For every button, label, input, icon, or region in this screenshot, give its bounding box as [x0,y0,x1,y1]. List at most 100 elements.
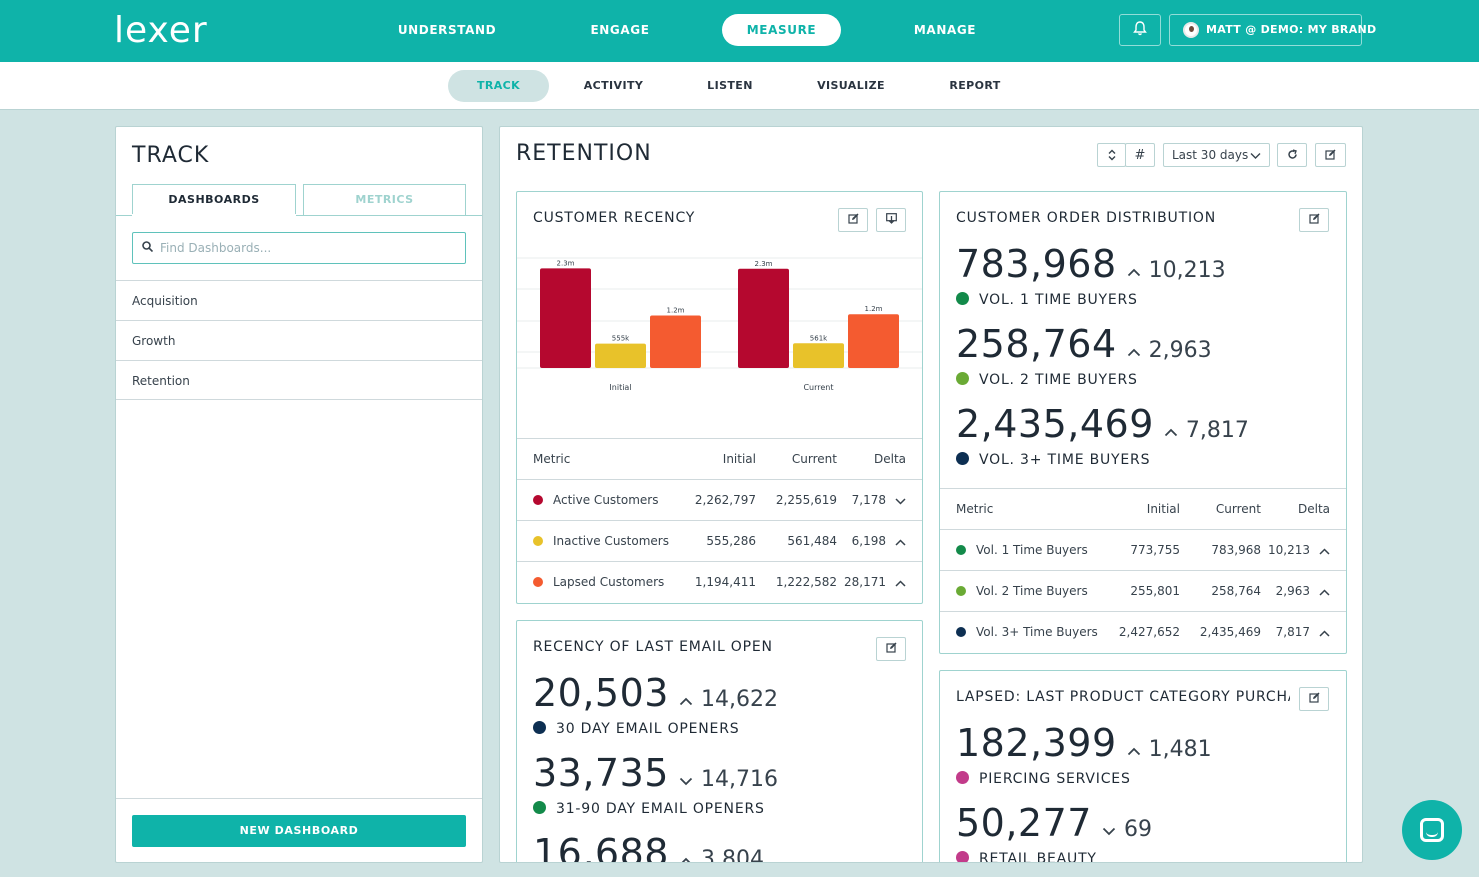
avatar [1183,22,1199,38]
nav-engage[interactable]: ENGAGE [590,23,650,37]
row-initial: 2,262,797 [694,493,756,507]
sidebar-item-growth[interactable]: Growth [116,320,482,360]
stat-delta: 2,963 [1127,338,1212,363]
col-metric: Metric [956,502,994,516]
table-row[interactable]: Active Customers 2,262,797 2,255,619 7,178 [517,479,922,520]
chevron-up-icon [895,576,906,590]
row-delta: 7,178 [851,493,886,507]
stat-delta: 10,213 [1127,258,1226,283]
stat-delta: 1,481 [1127,737,1212,762]
download-card-button[interactable] [876,208,906,232]
date-range-select[interactable]: Last 30 days [1163,143,1270,167]
page-title: RETENTION [516,141,652,166]
stat-value-row: 182,399 1,481 [956,721,1212,765]
stat-delta-value: 1,481 [1148,737,1212,762]
customer-recency-chart: 2.3m 555k 1.2m Initial 2.3m 561k 1.2m Current [517,257,922,392]
series-dot [533,801,546,814]
edit-card-button[interactable] [876,637,906,661]
stat-value-row: 50,277 69 [956,801,1152,845]
edit-card-button[interactable] [1299,687,1329,711]
sidebar-item-retention[interactable]: Retention [116,360,482,400]
nav-understand[interactable]: UNDERSTAND [397,23,497,37]
table-row[interactable]: Inactive Customers 555,286 561,484 6,198 [517,520,922,561]
subnav-activity[interactable]: ACTIVITY [583,79,644,92]
row-metric: Lapsed Customers [533,575,664,589]
row-current: 783,968 [1211,543,1261,557]
stat-label: 31-90 DAY EMAIL OPENERS [533,801,765,817]
col-current: Current [1215,502,1261,516]
edit-icon [1308,213,1319,224]
stat-label-text: RETAIL BEAUTY [979,851,1097,863]
chevron-up-icon [1319,585,1330,599]
stat-delta: 7,817 [1164,418,1249,443]
sidebar-item-acquisition[interactable]: Acquisition [116,280,482,320]
footer-divider [116,798,482,799]
col-initial: Initial [1146,502,1180,516]
table-row[interactable]: Vol. 2 Time Buyers 255,801 258,764 2,963 [940,570,1346,611]
stat-label: RETAIL BEAUTY [956,851,1097,863]
row-delta: 6,198 [851,534,886,548]
card-title: RECENCY OF LAST EMAIL OPEN [533,639,773,655]
stat-value: 16,688 [533,831,669,863]
series-dot [956,627,966,637]
subnav-report[interactable]: REPORT [949,79,1001,92]
tab-divider [116,215,482,216]
nav-manage[interactable]: MANAGE [913,23,977,37]
notification-bell-icon[interactable] [1119,14,1161,46]
search-icon [142,241,154,255]
expand-collapse-button[interactable] [1097,143,1126,167]
stat-delta-value: 69 [1123,817,1152,842]
stat-label-text: 30 DAY EMAIL OPENERS [556,721,740,737]
user-menu-button[interactable]: MATT @ DEMO: MY BRAND [1169,14,1376,46]
dashboard-search[interactable] [132,232,466,264]
table-header: Metric Initial Current Delta [940,488,1346,529]
row-initial: 255,801 [1130,584,1180,598]
chevron-up-icon [1127,262,1141,281]
col-current: Current [791,452,837,466]
new-dashboard-button[interactable]: NEW DASHBOARD [132,815,466,847]
subnav-track[interactable]: TRACK [448,70,549,102]
grid-toggle-button[interactable]: # [1125,143,1155,167]
search-input[interactable] [160,238,450,258]
row-metric-label: Vol. 3+ Time Buyers [976,625,1098,639]
row-current: 2,435,469 [1199,625,1261,639]
table-row[interactable]: Vol. 1 Time Buyers 773,755 783,968 10,213 [940,529,1346,570]
tab-dashboards[interactable]: DASHBOARDS [132,184,296,216]
row-initial: 555,286 [706,534,756,548]
row-metric: Inactive Customers [533,534,669,548]
row-current: 561,484 [787,534,837,548]
stat-value-row: 16,688 3,804 [533,831,764,863]
table-row[interactable]: Vol. 3+ Time Buyers 2,427,652 2,435,469 7,8… [940,611,1346,652]
row-initial: 2,427,652 [1118,625,1180,639]
col-initial: Initial [722,452,756,466]
refresh-button[interactable] [1277,143,1307,167]
stat-value: 182,399 [956,721,1117,765]
tab-metrics[interactable]: METRICS [303,184,466,216]
series-dot [956,292,969,305]
edit-dashboard-button[interactable] [1315,143,1346,167]
chart-bar [738,268,789,368]
card-title: CUSTOMER RECENCY [533,210,696,226]
edit-card-button[interactable] [1299,208,1329,232]
lexer-logo[interactable]: lexer [114,10,208,51]
row-metric-label: Active Customers [553,493,659,507]
nav-measure[interactable]: MEASURE [722,14,841,46]
stat-delta-value: 14,716 [700,767,778,792]
chevron-up-icon [1319,544,1330,558]
stat-label-text: VOL. 2 TIME BUYERS [979,372,1138,388]
row-metric: Vol. 1 Time Buyers [956,543,1088,557]
stat-label: VOL. 3+ TIME BUYERS [956,452,1150,468]
edit-card-button[interactable] [838,208,868,232]
stat-value-row: 33,735 14,716 [533,751,778,795]
subnav-listen[interactable]: LISTEN [707,79,753,92]
subnav-visualize[interactable]: VISUALIZE [817,79,885,92]
hash-icon: # [1134,148,1146,163]
chat-launcher-button[interactable] [1402,800,1462,860]
stat-value-row: 20,503 14,622 [533,671,778,715]
stat-label-text: VOL. 3+ TIME BUYERS [979,452,1151,468]
stat-value: 20,503 [533,671,669,715]
chart-bar [540,268,591,368]
edit-icon [847,213,858,224]
stat-delta-value: 2,963 [1148,338,1212,363]
table-row[interactable]: Lapsed Customers 1,194,411 1,222,582 28,171 [517,561,922,602]
